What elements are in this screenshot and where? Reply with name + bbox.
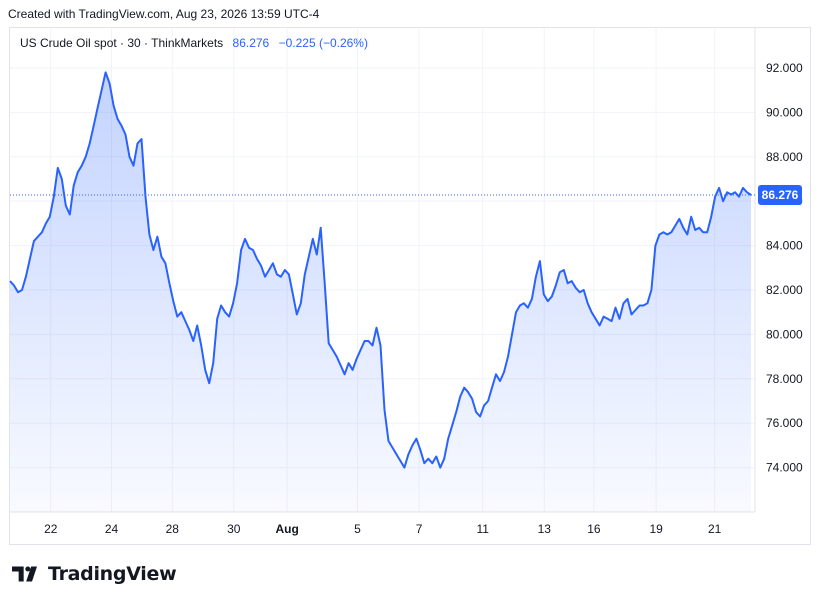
- y-axis[interactable]: 74.00076.00078.00080.00082.00084.00086.0…: [766, 61, 803, 475]
- header-created-text: Created with TradingView.com, Aug 23, 20…: [8, 7, 320, 21]
- legend-price: 86.276: [232, 36, 270, 50]
- y-tick-label: 88.000: [766, 150, 803, 164]
- x-tick-label: 16: [587, 522, 601, 536]
- x-tick-label: 21: [708, 522, 722, 536]
- x-tick-label: 28: [166, 522, 180, 536]
- price-area-fill: [10, 72, 751, 513]
- chart-area-layer: [10, 72, 751, 513]
- x-tick-label: 19: [649, 522, 663, 536]
- y-tick-label: 80.000: [766, 327, 803, 341]
- x-tick-label: 13: [538, 522, 552, 536]
- y-tick-label: 92.000: [766, 61, 803, 75]
- x-tick-label: 24: [105, 522, 119, 536]
- x-tick-label: 22: [44, 522, 58, 536]
- last-price-tag: [758, 185, 802, 206]
- x-tick-label: 30: [227, 522, 241, 536]
- tradingview-logo-icon: [12, 566, 37, 582]
- tradingview-logo[interactable]: TradingView: [12, 563, 177, 585]
- y-tick-label: 76.000: [766, 416, 803, 430]
- x-axis[interactable]: 22 24 28 30 Aug 5 7 11 13 16 19 21: [44, 522, 722, 536]
- legend-symbol[interactable]: US Crude Oil spot · 30 · ThinkMarkets: [20, 36, 224, 50]
- legend-change: −0.225 (−0.26%): [278, 36, 368, 50]
- x-tick-label: Aug: [275, 522, 298, 536]
- x-tick-label: 5: [354, 522, 361, 536]
- y-tick-label: 78.000: [766, 372, 803, 386]
- y-tick-label: 74.000: [766, 461, 803, 475]
- y-tick-label: 84.000: [766, 239, 803, 253]
- x-tick-label: 11: [477, 522, 490, 536]
- tradingview-brand: TradingView: [48, 563, 177, 585]
- chart-line-layer: [9, 71, 755, 469]
- y-tick-label: 82.000: [766, 283, 803, 297]
- price-series-line: [9, 71, 752, 469]
- chart-legend: US Crude Oil spot · 30 · ThinkMarkets 86…: [20, 36, 368, 50]
- y-tick-label: 90.000: [766, 105, 803, 119]
- price-tag-layer: 86.276: [758, 185, 802, 206]
- x-tick-label: 7: [416, 522, 423, 536]
- last-price-tag-label: 86.276: [762, 188, 799, 202]
